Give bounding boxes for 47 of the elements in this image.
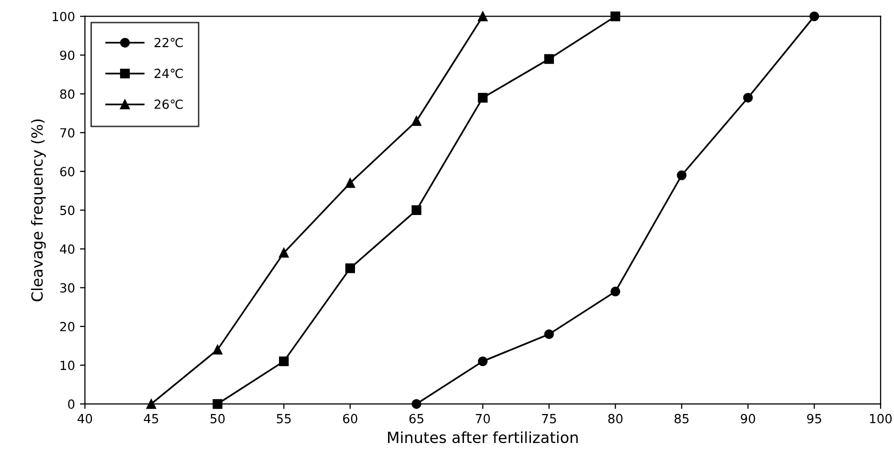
point xyxy=(212,344,222,355)
y-tick-label: 70 xyxy=(60,128,74,138)
y-tick-label: 50 xyxy=(60,206,74,216)
y-tick-label: 10 xyxy=(60,360,74,370)
y-axis-title: Cleavage frequency (%) xyxy=(31,119,46,302)
x-tick-label: 55 xyxy=(276,414,291,424)
point xyxy=(478,11,488,22)
y-tick-label: 30 xyxy=(60,283,74,293)
y-tick-label: 20 xyxy=(60,322,74,332)
point xyxy=(610,286,620,296)
point xyxy=(412,399,422,409)
y-tick-label: 80 xyxy=(60,89,74,99)
point xyxy=(544,329,554,340)
x-tick-label: 85 xyxy=(674,414,689,424)
x-tick-label: 45 xyxy=(144,414,158,424)
point xyxy=(146,399,156,409)
x-tick-label: 80 xyxy=(608,414,622,424)
x-tick-label: 100 xyxy=(870,414,892,424)
legend-label: 24℃ xyxy=(154,68,183,78)
x-tick-label: 60 xyxy=(343,414,358,424)
point xyxy=(345,178,356,188)
point xyxy=(278,356,289,366)
y-tick-label: 90 xyxy=(60,50,74,60)
point xyxy=(743,92,753,103)
x-tick-label: 75 xyxy=(542,414,556,424)
y-tick-label: 40 xyxy=(60,244,74,254)
x-tick-label: 40 xyxy=(78,414,92,424)
x-tick-label: 90 xyxy=(740,414,756,424)
y-tick-label: 60 xyxy=(60,166,74,176)
y-tick-label: 100 xyxy=(52,12,74,22)
x-tick-label: 65 xyxy=(409,414,424,424)
y-tick-label: 0 xyxy=(68,399,74,409)
point xyxy=(544,54,554,64)
point xyxy=(278,248,289,258)
x-tick-label: 50 xyxy=(210,414,225,424)
x-axis-title: Minutes after fertilization xyxy=(388,431,578,444)
point xyxy=(478,356,488,366)
legend-label: 22℃ xyxy=(154,38,183,48)
x-tick-label: 70 xyxy=(476,414,490,424)
point xyxy=(676,170,687,180)
point xyxy=(345,263,356,274)
point xyxy=(412,116,422,126)
x-tick-label: 95 xyxy=(807,414,822,424)
point xyxy=(478,92,488,103)
legend-label: 26℃ xyxy=(154,100,183,109)
point xyxy=(412,205,422,216)
point xyxy=(212,399,222,409)
